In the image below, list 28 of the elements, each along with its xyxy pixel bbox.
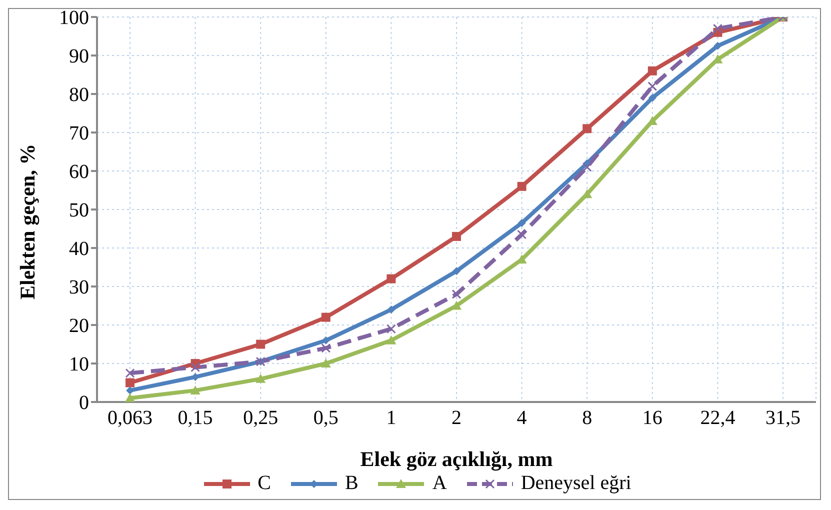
y-tick-label: 40 xyxy=(69,238,89,260)
y-tick-label: 90 xyxy=(69,46,89,68)
x-tick-label: 0,063 xyxy=(108,407,152,430)
x-tick-label: 0,15 xyxy=(178,407,213,430)
x-tick-label: 22,4 xyxy=(700,407,736,430)
x-tick-label: 0,5 xyxy=(313,407,338,430)
y-tick-label: 0 xyxy=(79,392,89,414)
y-axis-title: Elekten geçen, % xyxy=(15,144,40,300)
legend-label: Deneysel eğri xyxy=(520,472,632,495)
x-tick-label: 0,25 xyxy=(243,407,278,430)
legend-label: C xyxy=(258,472,272,495)
y-tick-label: 60 xyxy=(69,161,89,184)
y-tick-label: 30 xyxy=(69,276,89,299)
x-tick-label: 16 xyxy=(642,407,662,430)
x-tick-label: 1 xyxy=(386,407,396,430)
y-tick-label: 80 xyxy=(69,84,89,106)
y-tick-label: 50 xyxy=(69,200,89,222)
x-tick-label: 8 xyxy=(582,407,592,430)
x-tick-label: 31,5 xyxy=(766,407,800,430)
y-tick-label: 10 xyxy=(69,354,89,376)
x-tick-label: 2 xyxy=(452,407,462,430)
legend-label: B xyxy=(345,472,358,495)
x-tick-label: 4 xyxy=(516,407,527,430)
legend-label: A xyxy=(432,472,447,495)
y-tick-label: 20 xyxy=(69,315,89,338)
y-tick-label: 70 xyxy=(69,122,89,145)
x-axis-title: Elek göz açıklığı, mm xyxy=(360,447,554,471)
y-tick-label: 100 xyxy=(59,7,89,30)
